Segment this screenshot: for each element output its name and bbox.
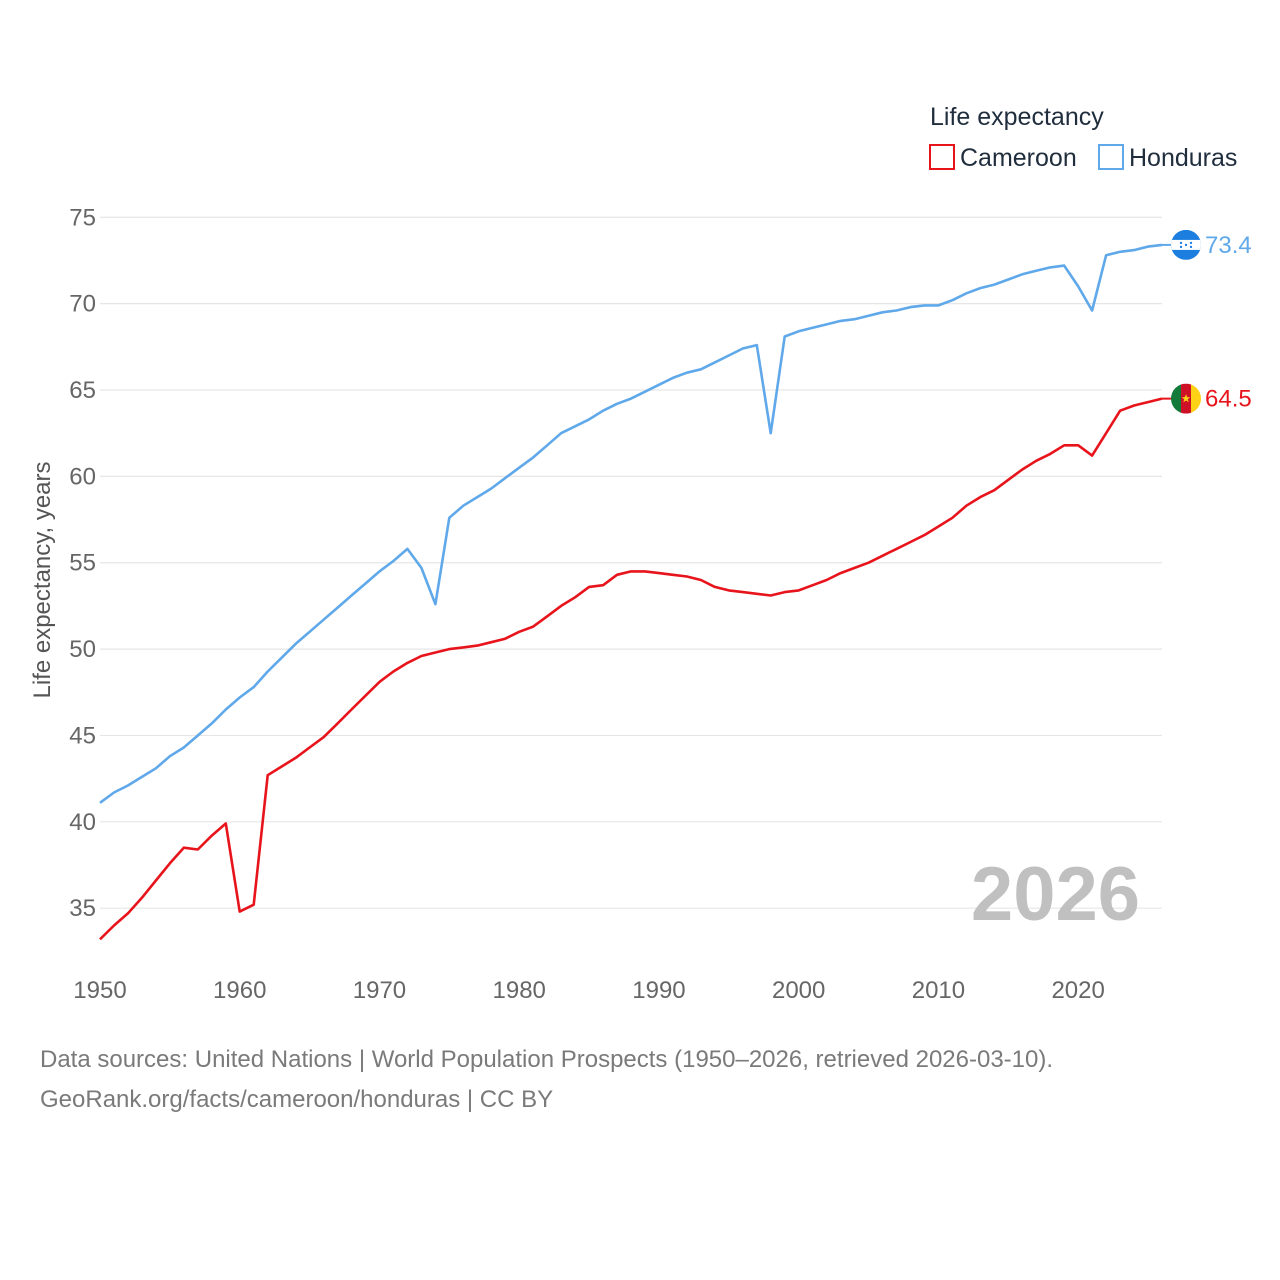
y-tick-label: 40 bbox=[69, 809, 96, 836]
year-watermark: 2026 bbox=[971, 852, 1140, 937]
end-value-label-honduras: 73.4 bbox=[1205, 232, 1252, 259]
series-end-labels: 64.5 73.4 bbox=[1162, 229, 1252, 414]
y-tick-label: 65 bbox=[69, 377, 96, 404]
x-tick-label: 1950 bbox=[73, 977, 126, 1004]
x-tick-label: 1980 bbox=[493, 977, 546, 1004]
legend-item-honduras[interactable]: Honduras bbox=[1098, 144, 1237, 172]
y-tick-label: 60 bbox=[69, 463, 96, 490]
legend-swatch-honduras bbox=[1098, 144, 1124, 170]
y-axis-ticks: 35 40 45 50 55 60 65 70 75 bbox=[69, 204, 96, 922]
legend-label-honduras: Honduras bbox=[1129, 144, 1237, 172]
gridlines bbox=[100, 216, 1162, 909]
y-tick-label: 35 bbox=[69, 895, 96, 922]
y-tick-label: 55 bbox=[69, 550, 96, 577]
legend-label-cameroon: Cameroon bbox=[960, 144, 1077, 172]
x-tick-label: 1970 bbox=[353, 977, 406, 1004]
end-value-label-cameroon: 64.5 bbox=[1205, 386, 1252, 413]
x-tick-label: 1990 bbox=[632, 977, 685, 1004]
y-axis-title: Life expectancy, years bbox=[29, 461, 56, 698]
y-tick-label: 75 bbox=[69, 204, 96, 231]
legend-swatch-cameroon bbox=[929, 144, 955, 170]
legend[interactable]: Life expectancy Cameroon Honduras bbox=[929, 103, 1237, 172]
legend-item-cameroon[interactable]: Cameroon bbox=[929, 144, 1077, 172]
x-tick-label: 1960 bbox=[213, 977, 266, 1004]
x-tick-label: 2000 bbox=[772, 977, 825, 1004]
y-tick-label: 70 bbox=[69, 291, 96, 318]
series-line-cameroon[interactable] bbox=[99, 397, 1163, 941]
x-axis-ticks: 1950 1960 1970 1980 1990 2000 2010 2020 bbox=[73, 977, 1105, 1004]
series-lines bbox=[99, 243, 1163, 941]
cameroon-flag-icon bbox=[1171, 383, 1201, 414]
y-tick-label: 50 bbox=[69, 636, 96, 663]
honduras-flag-icon bbox=[1171, 229, 1201, 260]
x-tick-label: 2020 bbox=[1051, 977, 1104, 1004]
y-tick-label: 45 bbox=[69, 722, 96, 749]
series-line-honduras[interactable] bbox=[99, 243, 1163, 804]
x-tick-label: 2010 bbox=[912, 977, 965, 1004]
source-line-1: Data sources: United Nations | World Pop… bbox=[40, 1046, 1054, 1073]
source-note: Data sources: United Nations | World Pop… bbox=[40, 1040, 1260, 1120]
source-line-2[interactable]: GeoRank.org/facts/cameroon/honduras | CC… bbox=[40, 1086, 554, 1113]
legend-title: Life expectancy bbox=[930, 103, 1104, 131]
